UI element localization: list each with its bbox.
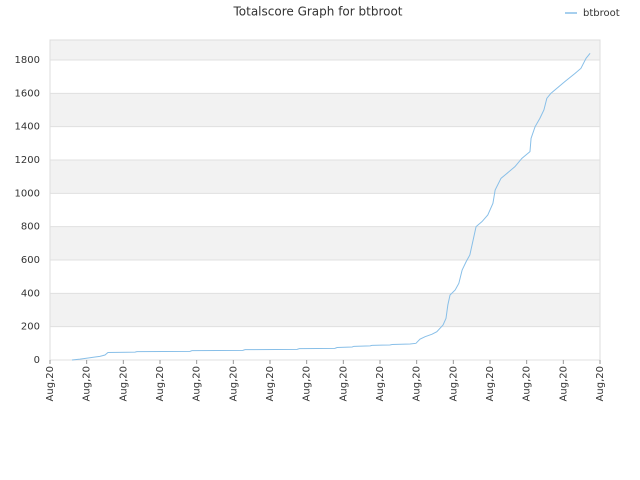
grid-band xyxy=(50,126,600,160)
x-tick-label: Aug,20 xyxy=(412,366,423,401)
x-tick-label: Aug,20 xyxy=(595,366,606,401)
x-tick-label: Aug,20 xyxy=(155,366,166,401)
y-tick-label: 400 xyxy=(21,288,40,299)
x-tick-label: Aug,20 xyxy=(192,366,203,401)
x-tick-label: Aug,20 xyxy=(558,366,569,401)
y-tick-label: 800 xyxy=(21,222,40,233)
grid-band xyxy=(50,326,600,360)
grid-band xyxy=(50,40,600,60)
x-tick-label: Aug,20 xyxy=(338,366,349,401)
x-tick-label: Aug,20 xyxy=(45,366,56,401)
grid-band xyxy=(50,60,600,94)
x-tick-label: Aug,20 xyxy=(522,366,533,401)
grid-band xyxy=(50,93,600,127)
y-tick-label: 200 xyxy=(21,322,40,333)
legend-label: btbroot xyxy=(583,8,620,19)
x-tick-label: Aug,20 xyxy=(448,366,459,401)
grid-band xyxy=(50,260,600,294)
series-line xyxy=(71,53,591,361)
x-tick-label: Aug,20 xyxy=(265,366,276,401)
x-tick-label: Aug,20 xyxy=(485,366,496,401)
x-tick-label: Aug,20 xyxy=(82,366,93,401)
grid-band xyxy=(50,226,600,260)
grid-band xyxy=(50,293,600,327)
grid-band xyxy=(50,160,600,194)
y-tick-label: 600 xyxy=(21,255,40,266)
x-tick-label: Aug,20 xyxy=(118,366,129,401)
y-tick-label: 1600 xyxy=(15,88,40,99)
y-tick-label: 0 xyxy=(34,355,40,366)
grid-band xyxy=(50,193,600,227)
y-tick-label: 1800 xyxy=(15,55,40,66)
x-tick-label: Aug,20 xyxy=(228,366,239,401)
y-tick-label: 1000 xyxy=(15,188,40,199)
x-tick-label: Aug,20 xyxy=(375,366,386,401)
y-tick-label: 1400 xyxy=(15,122,40,133)
chart-title: Totalscore Graph for btbroot xyxy=(232,5,402,19)
y-tick-label: 1200 xyxy=(15,155,40,166)
x-tick-label: Aug,20 xyxy=(302,366,313,401)
